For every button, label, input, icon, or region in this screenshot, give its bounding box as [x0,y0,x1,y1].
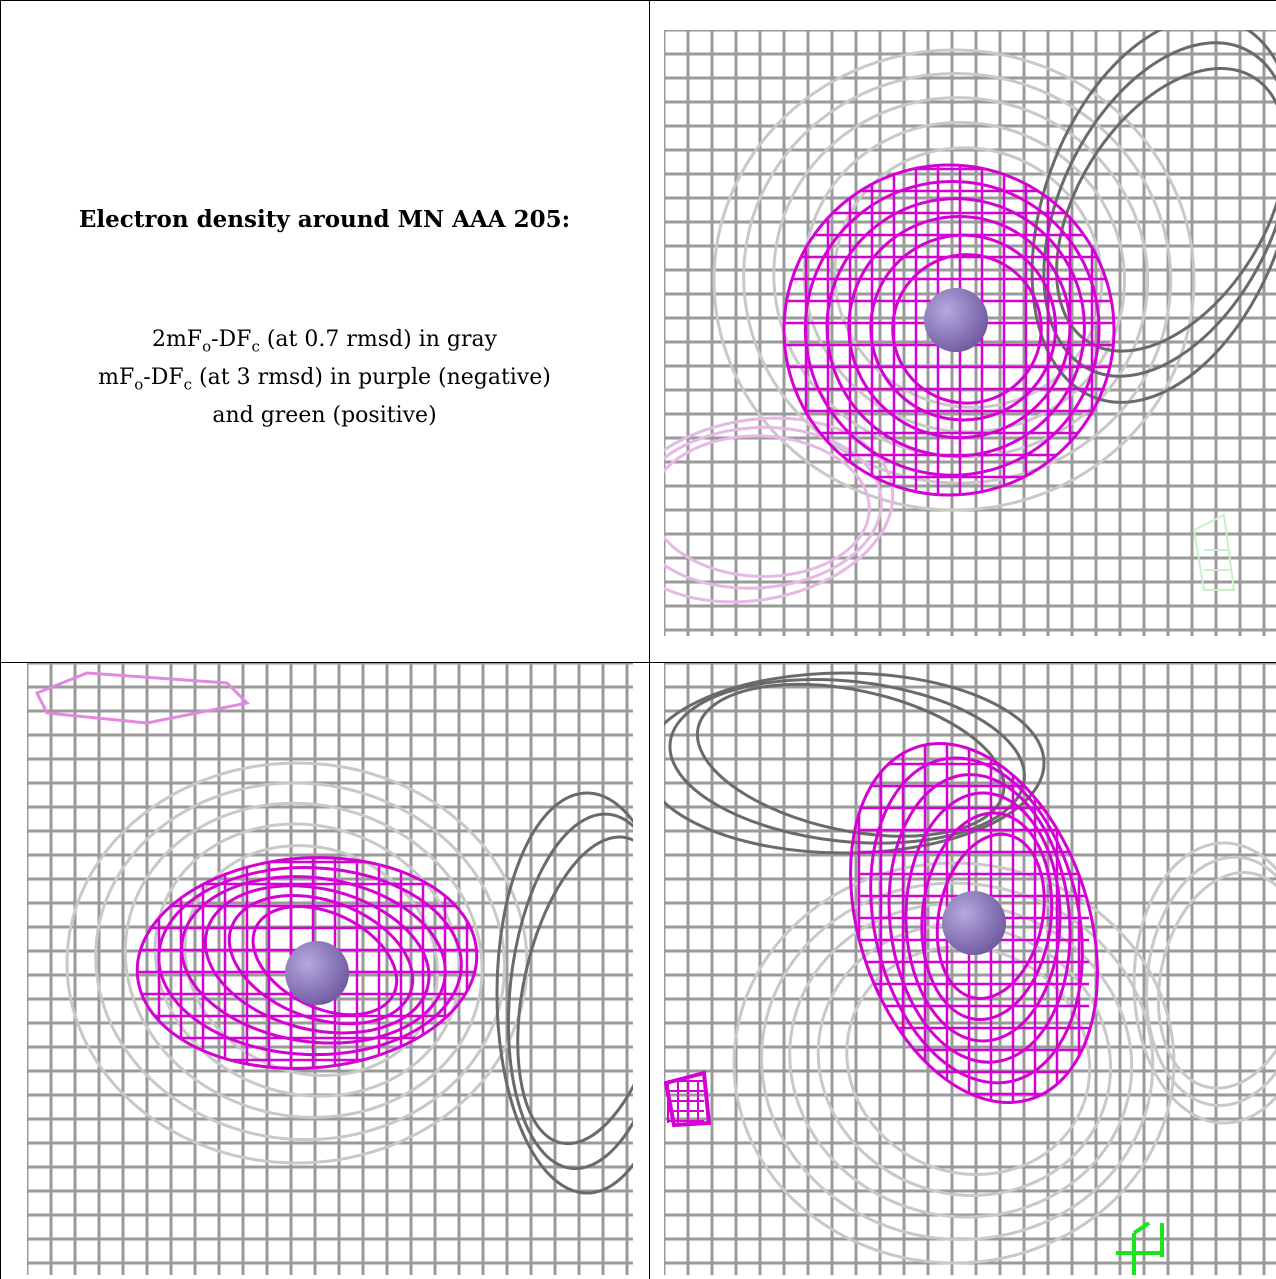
mesh-icon [664,30,1276,636]
caption-line-2mfo: 2mFo-DFc (at 0.7 rmsd) in gray [151,327,498,356]
axes-icon [1116,1221,1164,1275]
density-panel-bottom-left [27,663,633,1275]
gray-density-contours [664,671,1276,1265]
table-column-divider [649,0,650,1279]
mesh-icon [27,663,633,1275]
atom-icon [924,288,988,352]
table-border-top [0,0,1276,1]
caption-line-green: and green (positive) [212,403,437,428]
caption-line-mfo: mFo-DFc (at 3 rmsd) in purple (negative) [98,365,551,394]
table-row-divider [0,662,1276,663]
positive-density-mesh [1192,513,1236,591]
caption-cell: Electron density around MN AAA 205: 2mFo… [0,0,649,662]
gray-density-contours [34,671,633,1195]
atom-icon [285,941,349,1005]
mesh-icon [664,663,1276,1275]
density-panel-top-right [664,30,1276,636]
caption-title: Electron density around MN AAA 205: [78,206,571,233]
atom-icon [942,891,1006,955]
table-border-left [0,0,1,1279]
density-panel-bottom-right [664,663,1276,1275]
